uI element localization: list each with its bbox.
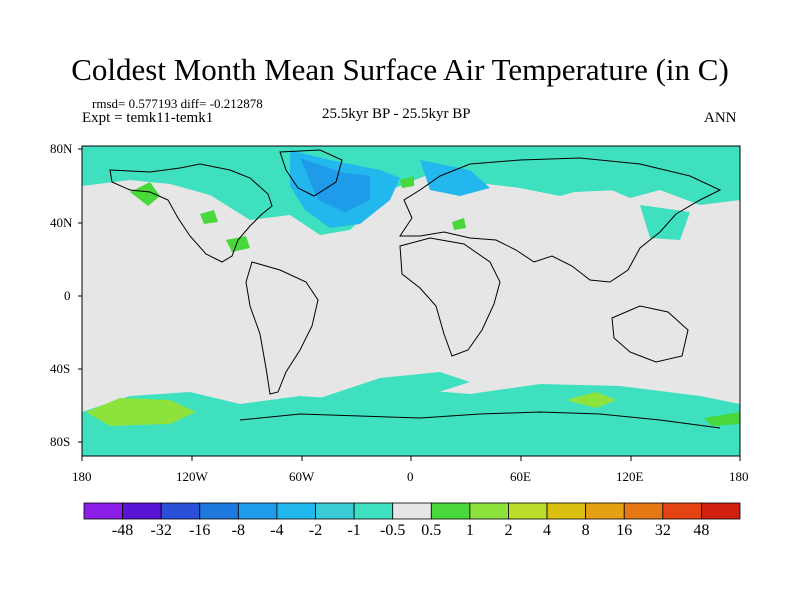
colorbar-swatch [662,502,702,520]
lon-tick-label: 60E [510,469,531,484]
colorbar-swatch [623,502,664,520]
coastline-africa [399,237,501,357]
lat-tick-label: 0 [64,288,71,303]
cold-core-siberia [560,160,660,192]
lon-tick-label: 120W [176,469,209,484]
lon-tick-label: 180 [729,469,749,484]
colorbar-label: -32 [151,522,172,539]
warm-patch-siberia [400,176,414,188]
colorbar-swatch [353,502,394,520]
colorbar-label: 16 [616,522,632,539]
coastline-north-america [109,163,273,263]
colorbar-labels: -48 -32 -16 -8 -4 -2 -1 -0.5 0.5 1 2 4 8 16 32 48 [112,522,709,539]
coastline-australia [611,305,689,363]
colorbar-label: 32 [655,522,671,539]
colorbar-swatch [585,502,625,520]
lat-tick-label: 80N [50,141,73,156]
warm-patch-north-america [200,210,218,224]
colorbar-label: -4 [270,522,283,539]
colorbar-label: -1 [347,522,360,539]
lon-tick-label: 120E [616,469,644,484]
colorbar-swatch [701,502,741,520]
colorbar-swatch [392,502,432,520]
warm-patch-south-indian [566,392,616,408]
warm-patch-europe [452,218,466,230]
lat-tick-label: 40S [50,361,70,376]
colorbar-label: 48 [693,522,709,539]
warm-patch-gulf [226,236,250,252]
colorbar-swatch [315,502,355,520]
cold-band-atlantic-south [320,372,470,410]
coastlines [109,149,722,429]
season-label: ANN [704,110,737,126]
colorbar-label: -48 [112,522,133,539]
coastline-greenland [279,149,343,197]
cold-core-greenland [300,158,370,212]
map-title: Coldest Month Mean Surface Air Temperatu… [71,52,729,87]
colorbar-swatch [430,502,471,520]
colorbar-label: 4 [543,522,551,539]
colorbar-swatch [237,502,278,520]
lon-axis: 180 120W 60W 0 60E 120E 180 [72,456,749,484]
experiment-label: Expt = temk11-temk1 [82,110,214,126]
colorbar-label: -16 [189,522,210,539]
cold-core-scandinavia [420,160,490,196]
warm-patch-alaska [130,182,160,206]
colorbar-swatch [122,502,162,520]
colorbar-swatch [508,502,548,520]
lon-tick-label: 0 [407,469,414,484]
cold-patch-north-pacific [640,205,690,240]
colorbar-swatch [199,502,239,520]
lat-tick-label: 80S [50,434,70,449]
colorbar-swatch [469,502,509,520]
colorbar-swatch [83,502,123,520]
colorbar [83,502,741,520]
colorbar-swatch [546,502,587,520]
warm-patch-antarctic [704,412,740,426]
stats-line: rmsd= 0.577193 diff= -0.212878 [92,96,263,111]
warm-patch-south-pacific [86,398,196,426]
colorbar-swatch [160,502,201,520]
lat-axis: 80N 40N 0 40S 80S [50,141,82,449]
lon-tick-label: 60W [289,469,315,484]
lat-tick-label: 40N [50,215,73,230]
coastline-antarctica [239,411,721,429]
period-label: 25.5kyr BP - 25.5kyr BP [322,106,471,122]
coastline-eurasia [399,157,722,283]
coastline-south-america [245,261,319,395]
colorbar-label: -2 [309,522,322,539]
colorbar-label: 8 [582,522,590,539]
map-panel [82,146,740,456]
colorbar-label: 1 [466,522,474,539]
lon-tick-label: 180 [72,469,92,484]
colorbar-label: 2 [504,522,512,539]
colorbar-label: 0.5 [421,522,441,539]
colorbar-label: -8 [232,522,245,539]
colorbar-label: -0.5 [380,522,405,539]
colorbar-swatch [276,502,316,520]
